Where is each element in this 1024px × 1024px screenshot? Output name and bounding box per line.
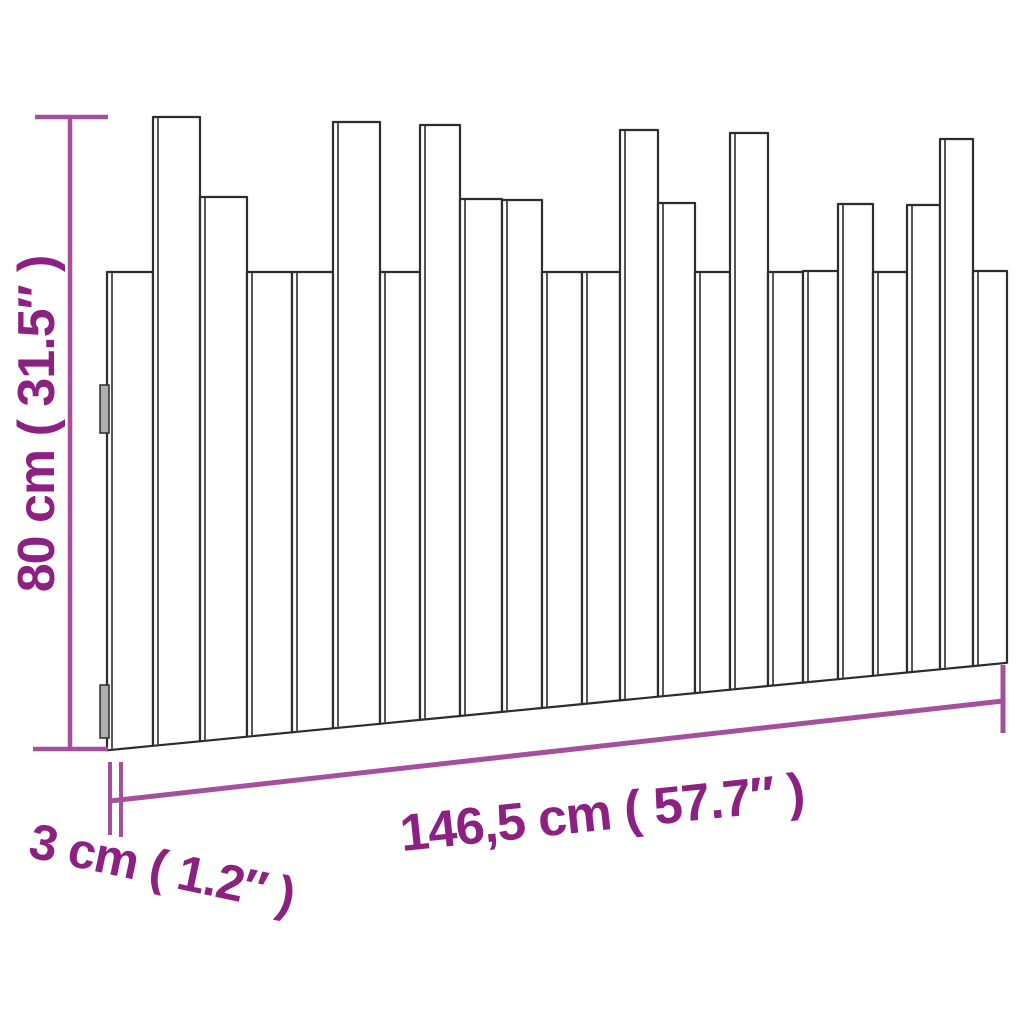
headboard-slat <box>151 115 202 747</box>
headboard-slat <box>105 270 155 752</box>
headboard-slat <box>418 123 462 722</box>
headboard-slat <box>500 198 544 714</box>
headboard-slat <box>540 270 584 710</box>
headboard-slat <box>198 195 249 743</box>
wall-bracket <box>99 684 110 739</box>
headboard-slat <box>458 197 504 718</box>
headboard-slat <box>331 120 382 730</box>
headboard-slat <box>971 269 1009 668</box>
wall-bracket <box>99 384 110 434</box>
headboard-slat <box>290 270 335 734</box>
height-dimension-label: 80 cm ( 31.5″ ) <box>8 255 66 593</box>
headboard-slat <box>378 270 422 725</box>
width-dimension-line <box>109 698 1004 804</box>
headboard-slat <box>245 270 294 738</box>
